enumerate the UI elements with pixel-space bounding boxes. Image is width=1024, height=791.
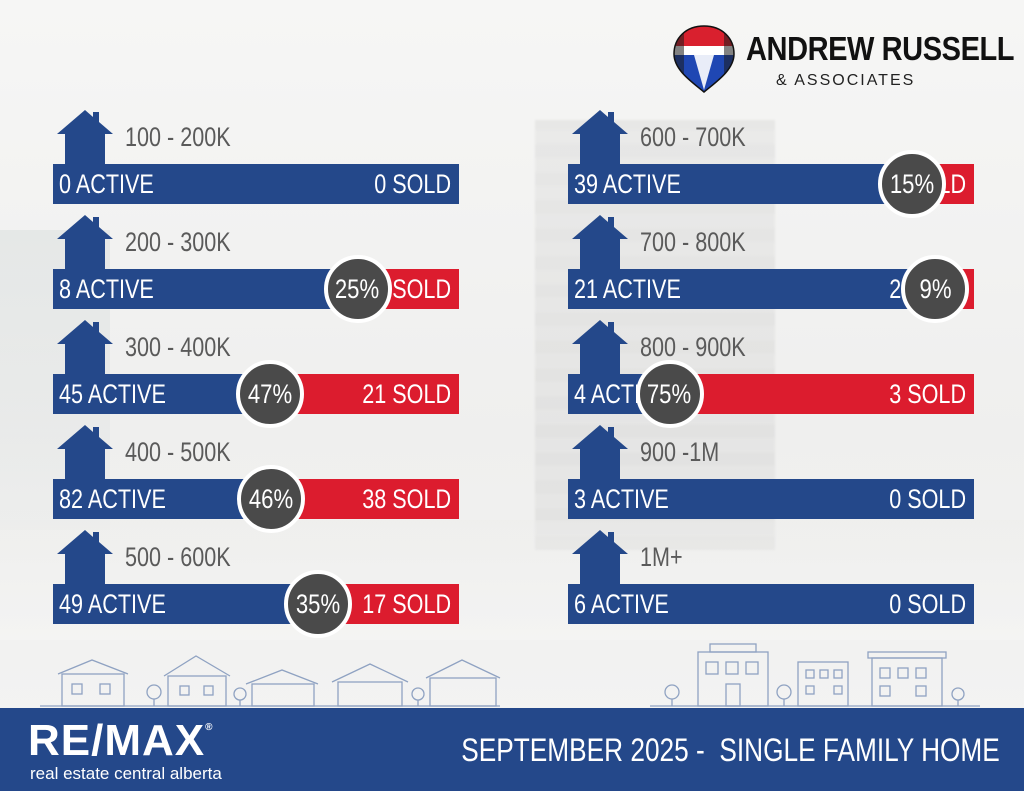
price-range-row: 400 - 500K 82 ACTIVE 38 SOLD 46% [53, 423, 459, 533]
price-range-label: 300 - 400K [125, 332, 231, 362]
listing-bar: 4 ACTIVE 3 SOLD [568, 374, 974, 414]
active-count-label: 39 ACTIVE [574, 169, 681, 199]
price-range-row: 800 - 900K 4 ACTIVE 3 SOLD 75% [568, 318, 974, 428]
price-range-row: 300 - 400K 45 ACTIVE 21 SOLD 47% [53, 318, 459, 428]
percent-sold-label: 25% [335, 274, 380, 304]
house-icon [572, 530, 628, 584]
sold-count-label: 38 SOLD [362, 484, 451, 514]
percent-sold-label: 75% [647, 379, 692, 409]
percent-sold-label: 46% [248, 484, 293, 514]
house-icon [57, 110, 113, 164]
listing-bar: 49 ACTIVE 17 SOLD [53, 584, 459, 624]
logo-company-name: ANDREW RUSSELL [746, 30, 1015, 67]
price-range-label: 800 - 900K [640, 332, 746, 362]
listing-bar: 3 ACTIVE 0 SOLD [568, 479, 974, 519]
company-logo: ANDREW RUSSELL & ASSOCIATES [672, 24, 1015, 98]
house-icon [572, 215, 628, 269]
price-range-row: 500 - 600K 49 ACTIVE 17 SOLD 35% [53, 528, 459, 638]
house-icon [572, 425, 628, 479]
price-range-label: 1M+ [640, 542, 683, 572]
sold-bar [669, 374, 974, 414]
percent-sold-label: 9% [919, 274, 952, 304]
sold-count-label: 0 SOLD [374, 169, 451, 199]
active-count-label: 0 ACTIVE [59, 169, 154, 199]
house-icon [572, 320, 628, 374]
active-count-label: 45 ACTIVE [59, 379, 166, 409]
report-title: SEPTEMBER 2025 - SINGLE FAMILY HOME [461, 732, 1000, 768]
price-range-label: 100 - 200K [125, 122, 231, 152]
footer-bar: RE/MAX® real estate central alberta SEPT… [0, 708, 1024, 791]
active-count-label: 8 ACTIVE [59, 274, 154, 304]
remax-registered-mark: ® [205, 722, 214, 733]
logo-company-subtitle: & ASSOCIATES [776, 72, 916, 89]
percent-sold-badge: 47% [235, 360, 304, 428]
sold-count-label: 3 SOLD [889, 379, 966, 409]
percent-sold-badge: 35% [284, 570, 353, 638]
skyline-illustration [40, 643, 980, 707]
price-range-label: 200 - 300K [125, 227, 231, 257]
percent-sold-label: 35% [295, 589, 341, 619]
house-icon [57, 215, 113, 269]
house-icon [57, 320, 113, 374]
remax-logo-text: RE/MAX [28, 716, 206, 765]
hot-air-balloon-icon [673, 25, 735, 93]
percent-sold-badge: 75% [635, 360, 704, 428]
active-count-label: 21 ACTIVE [574, 274, 681, 304]
active-count-label: 6 ACTIVE [574, 589, 669, 619]
sold-count-label: 17 SOLD [362, 589, 451, 619]
percent-sold-badge: 46% [236, 465, 305, 533]
price-range-row: 900 -1M 3 ACTIVE 0 SOLD [568, 423, 974, 528]
price-range-row: 100 - 200K 0 ACTIVE 0 SOLD [53, 108, 459, 213]
sold-count-label: 0 SOLD [889, 589, 966, 619]
percent-sold-badge: 15% [877, 150, 946, 218]
price-range-label: 700 - 800K [640, 227, 746, 257]
listing-bar: 8 ACTIVE 2 SOLD [53, 269, 459, 309]
house-icon [572, 110, 628, 164]
house-icon [57, 530, 113, 584]
price-range-row: 200 - 300K 8 ACTIVE 2 SOLD 25% [53, 213, 459, 323]
price-range-label: 500 - 600K [125, 542, 231, 572]
active-count-label: 3 ACTIVE [574, 484, 669, 514]
price-range-label: 400 - 500K [125, 437, 231, 467]
price-range-label: 900 -1M [640, 437, 720, 467]
percent-sold-badge: 25% [323, 255, 392, 323]
percent-sold-label: 15% [889, 169, 934, 199]
active-count-label: 82 ACTIVE [59, 484, 166, 514]
percent-sold-label: 47% [247, 379, 292, 409]
remax-logo: RE/MAX® [28, 716, 214, 766]
remax-subtitle: real estate central alberta [30, 764, 222, 783]
listing-bar: 0 ACTIVE 0 SOLD [53, 164, 459, 204]
sold-count-label: 21 SOLD [362, 379, 451, 409]
listing-bar: 6 ACTIVE 0 SOLD [568, 584, 974, 624]
active-count-label: 49 ACTIVE [59, 589, 166, 619]
sold-count-label: 0 SOLD [889, 484, 966, 514]
percent-sold-badge: 9% [901, 255, 970, 323]
price-range-row: 1M+ 6 ACTIVE 0 SOLD [568, 528, 974, 633]
price-range-label: 600 - 700K [640, 122, 746, 152]
house-icon [57, 425, 113, 479]
